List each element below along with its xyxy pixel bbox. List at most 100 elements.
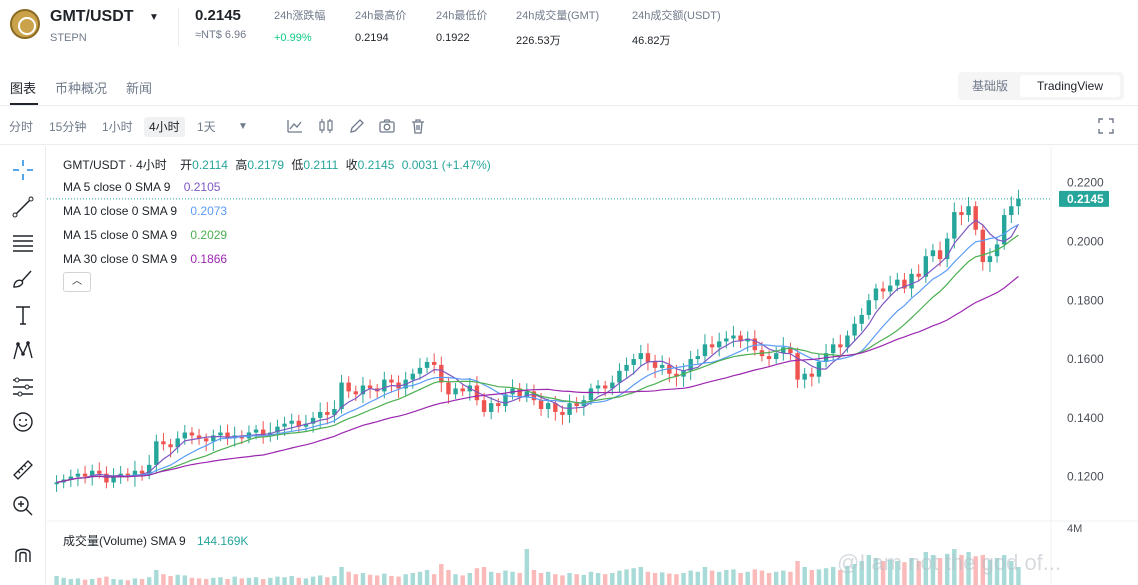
ma-line (56, 234, 1019, 484)
collapse-legend-chevron-up-icon[interactable]: ︿ (63, 272, 91, 292)
chart-title: GMT/USDT · 4小时 (63, 158, 167, 172)
pencil-icon[interactable] (348, 117, 366, 135)
volume-bar (175, 574, 180, 585)
candle-body (674, 373, 679, 377)
stat-label: 24h成交量(GMT) (516, 10, 600, 22)
volume-bar (403, 574, 408, 585)
volume-bar (845, 565, 850, 585)
candle-body (104, 473, 109, 483)
volume-bar (125, 580, 131, 585)
trend-line-icon[interactable] (11, 195, 35, 219)
volume-bar (716, 571, 722, 585)
pattern-icon[interactable] (11, 339, 35, 363)
volume-bar (75, 578, 81, 585)
basic-view-button[interactable]: 基础版 (971, 79, 1008, 93)
volume-bar (189, 577, 195, 585)
candle-body (253, 429, 259, 433)
volume-bar (567, 573, 572, 585)
indicator-icon[interactable] (286, 117, 304, 135)
candle-body (952, 212, 957, 239)
candle-body (260, 429, 266, 436)
text-tool-icon[interactable] (11, 303, 35, 327)
candle-body (317, 411, 323, 418)
volume-legend[interactable]: 成交量(Volume) SMA 9 144.169K (63, 532, 248, 549)
emoji-icon[interactable] (11, 410, 35, 434)
candle-body (966, 206, 971, 216)
volume-bar (781, 570, 786, 585)
candle-body (132, 470, 138, 477)
interval-1h[interactable]: 1小时 (102, 120, 133, 134)
interval-1d[interactable]: 1天 (197, 120, 216, 134)
volume-bar (517, 573, 522, 585)
candle-body (211, 435, 216, 442)
measure-lines-icon[interactable] (11, 375, 35, 399)
volume-bar (887, 559, 893, 585)
tab-coin-overview[interactable]: 币种概况 (55, 81, 108, 96)
ma30-value: 0.1866 (190, 252, 228, 266)
candle-body (325, 411, 330, 415)
camera-icon[interactable] (378, 117, 396, 135)
candle-body (645, 353, 651, 362)
volume-bar (467, 573, 473, 585)
stat-3: 24h成交量(GMT) 226.53万 (516, 7, 599, 48)
candle-body (417, 367, 423, 374)
ruler-icon[interactable] (11, 458, 35, 482)
candle-body (752, 338, 758, 351)
ma15-label: MA 15 close 0 SMA 9 (63, 228, 178, 242)
ma10-legend[interactable]: MA 10 close 0 SMA 9 0.2073 (63, 204, 227, 218)
project-name: STEPN (50, 32, 87, 44)
candle-body (474, 385, 480, 401)
volume-bar (745, 571, 750, 585)
volume-bar (553, 574, 558, 585)
low-label: 低 (291, 158, 304, 172)
candle-body (89, 470, 95, 477)
volume-bar (581, 574, 587, 585)
brush-icon[interactable] (11, 267, 35, 291)
zoom-in-icon[interactable] (11, 494, 35, 518)
tradingview-button[interactable]: TradingView (1020, 75, 1120, 97)
candle-body (588, 388, 594, 401)
close-value: 0.2145 (357, 158, 395, 172)
ma5-legend[interactable]: MA 5 close 0 SMA 9 0.2105 (63, 180, 220, 194)
volume-bar (909, 558, 914, 585)
tab-chart[interactable]: 图表 (10, 81, 37, 96)
volume-axis-tick: 4M (1067, 523, 1082, 535)
candle-body (766, 356, 772, 360)
pair-dropdown-chevron-icon[interactable]: ▼ (149, 12, 159, 23)
volume-bar (652, 573, 658, 585)
candle-body (82, 473, 88, 477)
volume-bar (980, 555, 986, 585)
magnet-icon[interactable] (11, 542, 35, 566)
price-axis-tick: 0.2200 (1067, 176, 1104, 190)
candle-body (303, 423, 309, 427)
fib-lines-icon[interactable] (11, 231, 35, 255)
volume-bar (545, 571, 551, 585)
chart-canvas[interactable]: 0.2200 0.2000 0.1800 0.1600 0.1400 0.1200 0.21… (47, 146, 1138, 585)
pair-title[interactable]: GMT/USDT (50, 8, 134, 25)
candle-body (738, 335, 743, 342)
tab-news[interactable]: 新闻 (126, 81, 153, 96)
ma15-legend[interactable]: MA 15 close 0 SMA 9 0.2029 (63, 228, 227, 242)
trash-icon[interactable] (409, 117, 427, 135)
candle-body (795, 353, 800, 380)
interval-time[interactable]: 分时 (9, 120, 34, 134)
volume-bar (374, 575, 380, 585)
candle-body (446, 382, 451, 395)
crosshair-icon[interactable] (11, 158, 35, 182)
ma30-legend[interactable]: MA 30 close 0 SMA 9 0.1866 (63, 252, 227, 266)
interval-4h[interactable]: 4小时 (144, 117, 185, 137)
volume-bar (766, 573, 772, 585)
candle-body (496, 403, 501, 407)
volume-bar (111, 579, 116, 585)
volume-bar (987, 559, 993, 585)
volume-bar (1009, 561, 1014, 585)
fullscreen-icon[interactable] (1097, 117, 1115, 135)
interval-15m[interactable]: 15分钟 (49, 120, 87, 134)
volume-bar (168, 576, 173, 585)
candlestick-chart[interactable]: 0.2200 0.2000 0.1800 0.1600 0.1400 0.1200 0.21… (47, 146, 1138, 585)
candle-body (830, 344, 836, 354)
ticker-header: GMT/USDT ▼ STEPN 0.2145 ≈NT$ 6.96 24h涨跌幅… (0, 0, 1138, 56)
header-divider (178, 8, 179, 46)
interval-more-chevron-icon[interactable]: ▼ (238, 121, 248, 132)
chart-type-icon[interactable] (317, 117, 335, 135)
